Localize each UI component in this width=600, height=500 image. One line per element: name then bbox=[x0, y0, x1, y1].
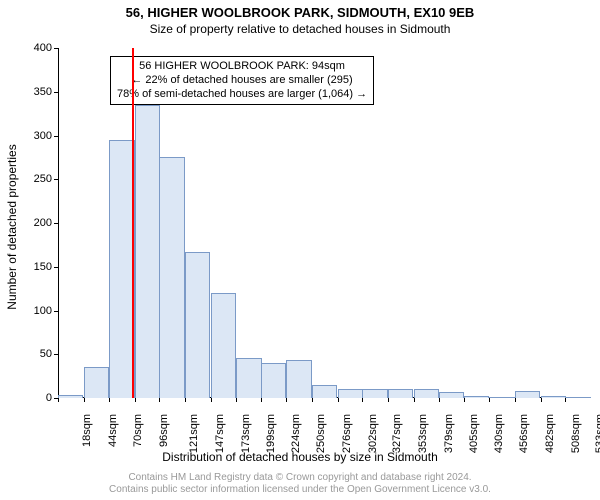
x-axis-title: Distribution of detached houses by size … bbox=[0, 450, 600, 464]
x-tick-label: 44sqm bbox=[107, 414, 119, 447]
x-tick-label: 250sqm bbox=[316, 414, 328, 453]
histogram-bar bbox=[58, 395, 83, 398]
x-tick-mark bbox=[489, 398, 490, 402]
x-tick-label: 353sqm bbox=[417, 414, 429, 453]
x-tick-label: 379sqm bbox=[443, 414, 455, 453]
histogram-bar bbox=[286, 360, 311, 399]
x-tick-mark bbox=[439, 398, 440, 402]
x-tick-mark bbox=[236, 398, 237, 402]
x-tick-mark bbox=[565, 398, 566, 402]
annotation-line2: ← 22% of detached houses are smaller (29… bbox=[117, 74, 367, 88]
x-tick-mark bbox=[312, 398, 313, 402]
histogram-bar bbox=[211, 293, 236, 398]
y-tick-mark bbox=[54, 136, 58, 137]
histogram-bar bbox=[159, 157, 184, 399]
histogram-bar bbox=[414, 389, 439, 398]
property-marker-line bbox=[132, 48, 134, 398]
y-tick-mark bbox=[54, 267, 58, 268]
chart-subtitle: Size of property relative to detached ho… bbox=[0, 20, 600, 36]
x-tick-mark bbox=[464, 398, 465, 402]
x-tick-label: 276sqm bbox=[341, 414, 353, 453]
x-tick-mark bbox=[541, 398, 542, 402]
x-tick-mark bbox=[362, 398, 363, 402]
chart-container: 56, HIGHER WOOLBROOK PARK, SIDMOUTH, EX1… bbox=[0, 0, 600, 500]
x-tick-mark bbox=[515, 398, 516, 402]
histogram-bar bbox=[312, 385, 337, 398]
histogram-bar bbox=[109, 140, 134, 398]
histogram-bar bbox=[84, 367, 109, 399]
annotation-box: 56 HIGHER WOOLBROOK PARK: 94sqm ← 22% of… bbox=[110, 56, 374, 105]
attribution-line2: Contains public sector information licen… bbox=[0, 484, 600, 496]
x-tick-label: 456sqm bbox=[519, 414, 531, 453]
histogram-bar bbox=[515, 391, 540, 398]
x-tick-label: 18sqm bbox=[81, 414, 93, 447]
x-tick-mark bbox=[388, 398, 389, 402]
histogram-bar bbox=[541, 396, 566, 398]
x-tick-label: 430sqm bbox=[493, 414, 505, 453]
y-tick-mark bbox=[54, 92, 58, 93]
x-tick-label: 405sqm bbox=[468, 414, 480, 453]
x-tick-label: 302sqm bbox=[367, 414, 379, 453]
x-tick-mark bbox=[261, 398, 262, 402]
annotation-line3: 78% of semi-detached houses are larger (… bbox=[117, 88, 367, 102]
x-tick-label: 224sqm bbox=[290, 414, 302, 453]
attribution-line1: Contains HM Land Registry data © Crown c… bbox=[0, 472, 600, 484]
histogram-bar bbox=[439, 392, 464, 398]
x-tick-mark bbox=[159, 398, 160, 402]
histogram-bar bbox=[489, 397, 514, 398]
x-tick-label: 327sqm bbox=[391, 414, 403, 453]
y-axis-line bbox=[58, 48, 59, 398]
y-axis-title: Number of detached properties bbox=[5, 144, 19, 309]
histogram-bar bbox=[135, 105, 160, 398]
x-tick-label: 508sqm bbox=[570, 414, 582, 453]
x-tick-mark bbox=[211, 398, 212, 402]
x-tick-label: 482sqm bbox=[544, 414, 556, 453]
y-tick-mark bbox=[54, 48, 58, 49]
x-tick-mark bbox=[338, 398, 339, 402]
x-tick-label: 147sqm bbox=[214, 414, 226, 453]
histogram-bar bbox=[236, 358, 261, 398]
y-tick-mark bbox=[54, 179, 58, 180]
histogram-bar bbox=[388, 389, 413, 398]
histogram-bar bbox=[261, 363, 286, 398]
x-tick-label: 199sqm bbox=[265, 414, 277, 453]
histogram-bar bbox=[362, 389, 387, 398]
x-tick-mark bbox=[286, 398, 287, 402]
y-tick-mark bbox=[54, 354, 58, 355]
chart-title: 56, HIGHER WOOLBROOK PARK, SIDMOUTH, EX1… bbox=[0, 0, 600, 20]
annotation-line1: 56 HIGHER WOOLBROOK PARK: 94sqm bbox=[117, 60, 367, 74]
y-tick-mark bbox=[54, 223, 58, 224]
x-tick-mark bbox=[185, 398, 186, 402]
plot-area: 56 HIGHER WOOLBROOK PARK: 94sqm ← 22% of… bbox=[58, 48, 578, 398]
x-tick-label: 121sqm bbox=[189, 414, 201, 453]
histogram-bar bbox=[338, 389, 363, 398]
x-tick-mark bbox=[135, 398, 136, 402]
x-tick-mark bbox=[414, 398, 415, 402]
x-tick-mark bbox=[84, 398, 85, 402]
histogram-bar bbox=[185, 252, 210, 398]
x-tick-label: 70sqm bbox=[132, 414, 144, 447]
x-tick-label: 173sqm bbox=[240, 414, 252, 453]
y-tick-mark bbox=[54, 311, 58, 312]
x-tick-mark bbox=[58, 398, 59, 402]
histogram-bar bbox=[464, 396, 489, 398]
x-tick-mark bbox=[109, 398, 110, 402]
histogram-bar bbox=[565, 397, 590, 398]
x-tick-label: 96sqm bbox=[158, 414, 170, 447]
attribution: Contains HM Land Registry data © Crown c… bbox=[0, 472, 600, 496]
x-tick-label: 533sqm bbox=[594, 414, 600, 453]
